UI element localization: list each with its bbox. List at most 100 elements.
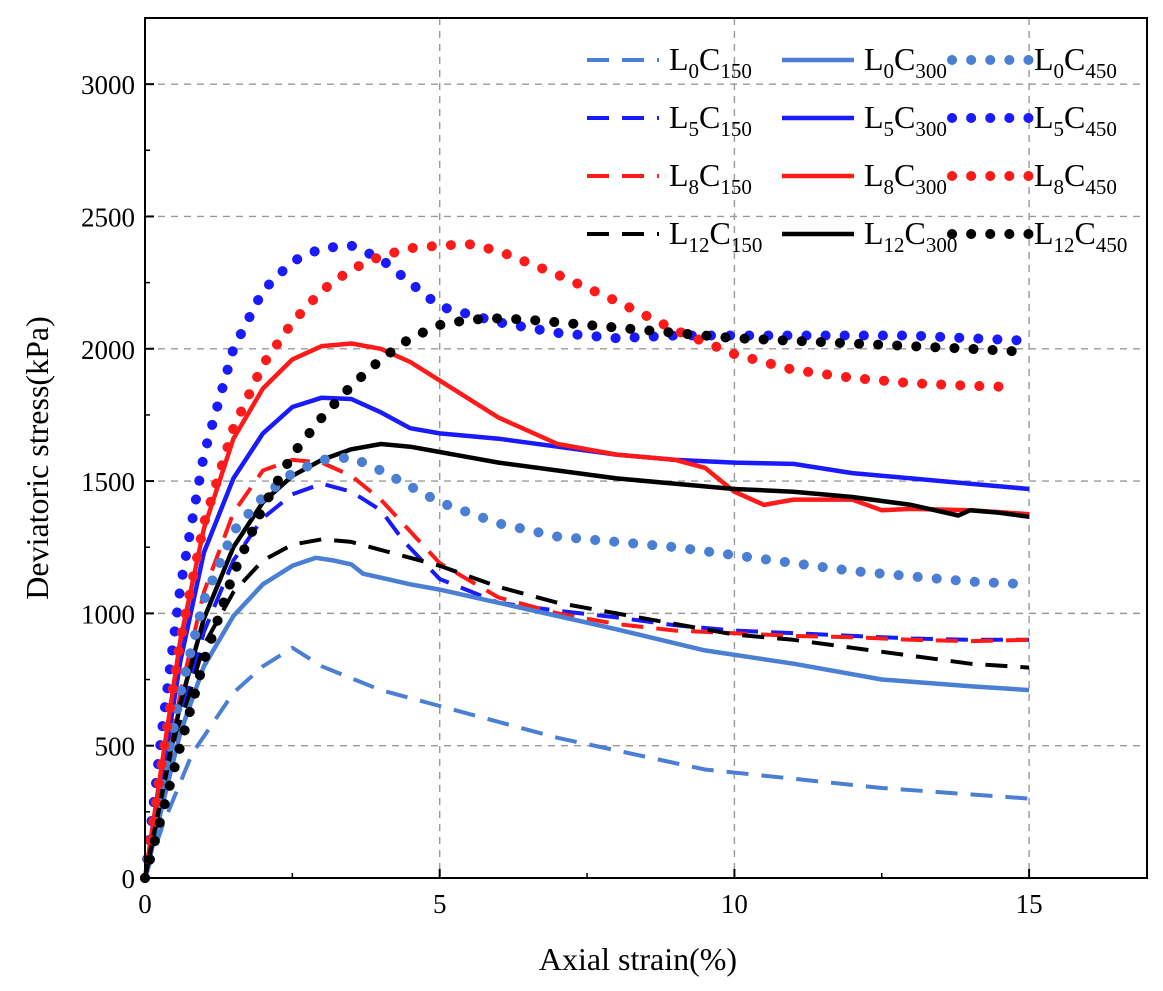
legend-label-subscript: 150 (720, 117, 752, 141)
y-tick-label: 1000 (81, 599, 135, 629)
legend-label-part: C (710, 215, 731, 251)
legend-label: L5C300 (864, 99, 947, 141)
series-line-L12C450 (140, 313, 1023, 883)
legend-label-subscript: 300 (915, 175, 947, 199)
legend-item-L0C150: L0C150 (587, 41, 752, 83)
legend-item-L12C300: L12C300 (782, 215, 957, 257)
y-tick-label: 500 (95, 732, 136, 762)
legend-label-part: C (905, 215, 926, 251)
legend-label: L8C450 (1034, 157, 1117, 199)
legend-label-subscript: 0 (689, 59, 700, 83)
y-tick-label: 2000 (81, 335, 135, 365)
legend-label-part: C (894, 41, 915, 77)
legend-label: L5C450 (1034, 99, 1117, 141)
legend-label-part: C (699, 99, 720, 135)
legend-label-subscript: 300 (915, 117, 947, 141)
legend-item-L0C300: L0C300 (782, 41, 947, 83)
legend-label-subscript: 450 (1085, 117, 1117, 141)
legend-label-subscript: 150 (731, 233, 763, 257)
legend-label-part: L (1034, 157, 1054, 193)
legend-label-subscript: 450 (1096, 233, 1128, 257)
legend-label-part: L (669, 41, 689, 77)
legend-label-subscript: 150 (720, 59, 752, 83)
series-line-L8C150 (143, 457, 1030, 879)
legend-label-subscript: 150 (720, 175, 752, 199)
series-line-L0C450 (140, 452, 1035, 883)
legend-label: L0C450 (1034, 41, 1117, 83)
series-line-L8C300 (142, 341, 1030, 879)
legend-label: L12C150 (669, 215, 762, 257)
legend-label-subscript: 8 (1054, 175, 1065, 199)
legend-label-subscript: 450 (1085, 175, 1117, 199)
legend-item-L5C300: L5C300 (782, 99, 947, 141)
legend-item-L8C450: L8C450 (947, 157, 1117, 199)
legend-label: L8C150 (669, 157, 752, 199)
legend-label-part: C (894, 99, 915, 135)
legend-label: L12C450 (1034, 215, 1127, 257)
series-line-L0C150 (143, 645, 1030, 879)
legend-label-subscript: 8 (689, 175, 700, 199)
legend-item-L8C150: L8C150 (587, 157, 752, 199)
legend-label-subscript: 12 (884, 233, 905, 257)
legend-label-part: L (1034, 215, 1054, 251)
legend-label-part: C (1064, 41, 1085, 77)
legend-label-part: C (1064, 99, 1085, 135)
legend-label-subscript: 5 (1054, 117, 1065, 141)
y-tick-label: 3000 (81, 70, 135, 100)
legend-label-part: C (894, 157, 915, 193)
legend-label: L0C150 (669, 41, 752, 83)
legend-item-L0C450: L0C450 (947, 41, 1117, 83)
legend-label: L12C300 (864, 215, 957, 257)
legend-item-L12C450: L12C450 (947, 215, 1127, 257)
legend-label-subscript: 450 (1085, 59, 1117, 83)
series-line-L12C150 (143, 537, 1030, 879)
legend-label-subscript: 0 (884, 59, 895, 83)
legend-label-subscript: 12 (689, 233, 710, 257)
y-tick-label: 0 (122, 864, 136, 894)
legend-label-part: C (699, 41, 720, 77)
series-line-L0C300 (142, 555, 1030, 879)
legend-item-L5C450: L5C450 (947, 99, 1117, 141)
x-tick-label: 5 (433, 889, 447, 919)
legend-item-L5C150: L5C150 (587, 99, 752, 141)
legend-label: L0C300 (864, 41, 947, 83)
legend-label-part: L (669, 215, 689, 251)
series-line-L5C450 (140, 240, 1035, 883)
legend-label-part: C (1075, 215, 1096, 251)
series-layer (140, 239, 1035, 883)
legend-label: L5C150 (669, 99, 752, 141)
plot-frame (144, 17, 1148, 879)
legend-label-subscript: 5 (689, 117, 700, 141)
x-axis-title: Axial strain(%) (539, 941, 737, 977)
x-tick-label: 0 (138, 889, 152, 919)
legend-label: L8C300 (864, 157, 947, 199)
legend-label-subscript: 12 (1054, 233, 1075, 257)
legend-label-part: L (864, 157, 884, 193)
legend-label-subscript: 300 (915, 59, 947, 83)
legend-label-part: L (864, 99, 884, 135)
legend-label-part: L (669, 157, 689, 193)
legend-label-part: C (699, 157, 720, 193)
legend-item-L8C300: L8C300 (782, 157, 947, 199)
y-tick-label: 1500 (81, 467, 135, 497)
legend-label-part: L (864, 41, 884, 77)
legend-label-part: L (1034, 41, 1054, 77)
legend-label-subscript: 0 (1054, 59, 1065, 83)
series-line-L5C300 (142, 395, 1030, 879)
y-axis-title: Deviatoric stress(kPa) (19, 316, 55, 599)
legend-label-part: L (864, 215, 884, 251)
y-tick-label: 2500 (81, 202, 135, 232)
legend-label-subscript: 5 (884, 117, 895, 141)
legend-label-subscript: 8 (884, 175, 895, 199)
legend-label-part: L (669, 99, 689, 135)
x-tick-label: 15 (1016, 889, 1043, 919)
series-line-L8C450 (140, 239, 1023, 883)
legend-item-L12C150: L12C150 (587, 215, 762, 257)
legend-label-part: C (1064, 157, 1085, 193)
x-tick-label: 10 (721, 889, 748, 919)
series-line-L12C300 (142, 441, 1030, 879)
